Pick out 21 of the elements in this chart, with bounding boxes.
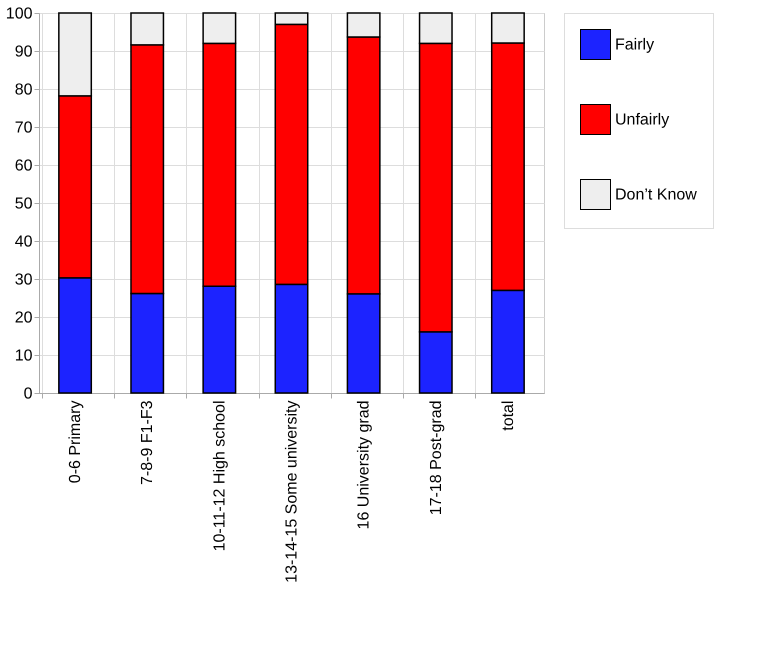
x-tick-label: 10-11-12 High school <box>211 400 228 552</box>
y-tick-label: 90 <box>14 44 33 60</box>
legend-label: Don’t Know <box>615 186 698 204</box>
y-tick-label: 20 <box>14 310 33 326</box>
legend-label: Unfairly <box>615 112 670 128</box>
y-tick-label: 70 <box>14 120 33 136</box>
y-tick-label: 30 <box>14 272 33 288</box>
legend-label: Fairly <box>615 36 654 54</box>
x-tick-label: 16 University grad <box>356 400 373 530</box>
y-tick-label: 100 <box>6 6 33 22</box>
x-tick-label: 7-8-9 F1-F3 <box>139 400 156 485</box>
y-tick-label: 0 <box>24 386 33 402</box>
x-tick-label: total <box>500 400 517 431</box>
y-tick-label: 40 <box>14 234 33 250</box>
y-tick-label: 80 <box>14 82 33 98</box>
x-tick-label: 0-6 Primary <box>67 400 84 484</box>
y-tick-label: 60 <box>14 158 33 174</box>
y-tick-label: 10 <box>14 348 33 364</box>
x-tick-label: 17-18 Post-grad <box>428 400 445 516</box>
x-tick-label: 13-14-15 Some university <box>284 400 300 583</box>
y-tick-label: 50 <box>14 196 33 212</box>
